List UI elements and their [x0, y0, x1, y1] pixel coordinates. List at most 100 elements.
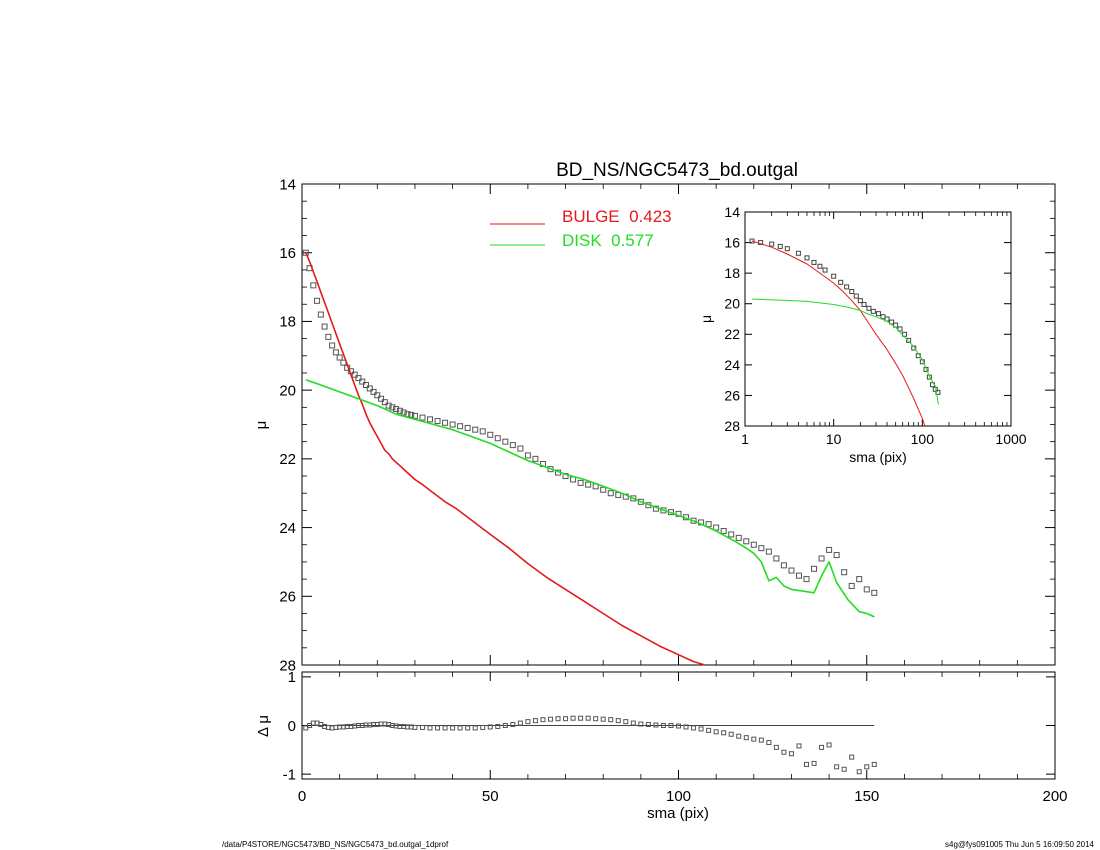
data-point-square	[494, 435, 501, 442]
inset-plot-frame	[744, 211, 1012, 427]
data-point-square	[796, 743, 802, 749]
data-point-square	[826, 742, 832, 748]
data-point-square	[728, 731, 734, 737]
legend-label-disk: DISK 0.577	[562, 231, 654, 250]
data-point-square	[509, 442, 516, 449]
residual-tick-labels: 0 50 100 150 200-101	[283, 669, 1068, 805]
data-point-square	[743, 735, 749, 741]
y-tick-label: 24	[279, 520, 296, 537]
residual-series-group	[303, 715, 877, 775]
data-point-square	[844, 284, 850, 290]
data-point-square	[803, 576, 810, 583]
data-point-square	[784, 246, 790, 252]
data-point-square	[698, 726, 704, 732]
data-point-square	[329, 342, 336, 349]
inset-y-axis-label: μ	[698, 315, 714, 323]
y-tick-label: 20	[279, 382, 296, 399]
data-point-square	[578, 715, 584, 721]
data-point-square	[826, 546, 833, 553]
x-tick-label: 1000	[995, 431, 1026, 447]
data-point-square	[743, 538, 750, 545]
data-point-square	[314, 297, 321, 304]
data-point-square	[750, 541, 757, 548]
data-point-square	[359, 378, 366, 385]
data-point-square	[396, 407, 403, 414]
y-tick-label: 28	[279, 657, 296, 674]
data-point-square	[749, 238, 755, 244]
data-point-square	[804, 255, 810, 261]
data-point-square	[751, 736, 757, 742]
data-point-square	[875, 311, 881, 317]
x-tick-label: 100	[911, 431, 935, 447]
data-point-square	[870, 308, 876, 314]
data-point-square	[570, 715, 576, 721]
data-point-square	[841, 569, 848, 576]
data-point-square	[524, 452, 531, 459]
data-point-square	[781, 749, 787, 755]
data-point-square	[563, 716, 569, 722]
y-tick-label: 14	[279, 176, 296, 193]
data-point-square	[585, 715, 591, 721]
data-point-square	[721, 730, 727, 736]
data-point-square	[457, 725, 463, 731]
data-point-square	[408, 411, 415, 418]
data-point-square	[577, 479, 584, 486]
y-tick-label: 20	[724, 296, 740, 312]
data-point-square	[370, 388, 377, 395]
data-point-square	[547, 716, 553, 722]
data-point-square	[487, 724, 493, 730]
data-point-square	[608, 717, 614, 723]
legend: BULGE 0.423 DISK 0.577	[490, 207, 672, 250]
data-point-square	[811, 259, 817, 265]
x-tick-label: 150	[854, 788, 879, 805]
legend-label-bulge: BULGE 0.423	[562, 207, 672, 226]
data-point-square	[378, 395, 385, 402]
y-tick-label: 22	[724, 326, 740, 342]
data-point-square	[472, 725, 478, 731]
data-point-square	[442, 725, 448, 731]
data-point-square	[777, 243, 783, 249]
data-point-square	[325, 333, 332, 340]
data-point-square	[713, 524, 720, 531]
data-point-square	[804, 761, 810, 767]
data-point-square	[450, 725, 456, 731]
data-point-square	[607, 490, 614, 497]
data-point-square	[310, 282, 317, 289]
inset-x-axis-label: sma (pix)	[849, 449, 907, 465]
data-point-square	[427, 725, 433, 731]
data-point-square	[412, 724, 418, 730]
data-point-square	[555, 716, 561, 722]
data-point-square	[630, 720, 636, 726]
inset-series-group	[749, 238, 941, 427]
data-point-square	[434, 418, 441, 425]
data-point-square	[773, 555, 780, 562]
data-point-square	[517, 445, 524, 452]
data-point-square	[457, 423, 464, 430]
main-profile-panel: BD_NS/NGC5473_bd.outgal 14 16 18 20 22 24 26 28…	[253, 160, 1056, 674]
data-point-square	[706, 727, 712, 733]
data-point-square	[381, 399, 388, 406]
data-point-square	[856, 769, 862, 775]
disk-model-line	[751, 240, 926, 427]
data-point-square	[355, 375, 362, 382]
data-point-square	[849, 288, 855, 294]
data-point-square	[419, 414, 426, 421]
data-point-square	[795, 250, 801, 256]
y-tick-label: 16	[724, 234, 740, 250]
data-point-square	[510, 722, 516, 728]
data-point-square	[838, 279, 844, 285]
data-point-square	[728, 531, 735, 538]
data-point-square	[495, 723, 501, 729]
x-tick-label: 50	[482, 788, 499, 805]
data-point-square	[795, 572, 802, 579]
data-point-square	[487, 431, 494, 438]
data-point-square	[758, 737, 764, 743]
data-point-square	[366, 385, 373, 392]
main-y-axis-label: μ	[253, 421, 270, 430]
data-point-square	[645, 722, 651, 728]
data-point-square	[317, 311, 324, 318]
data-point-square	[419, 724, 425, 730]
main-axis-ticks	[301, 183, 1056, 666]
data-point-square	[780, 562, 787, 569]
data-point-square	[849, 754, 855, 760]
